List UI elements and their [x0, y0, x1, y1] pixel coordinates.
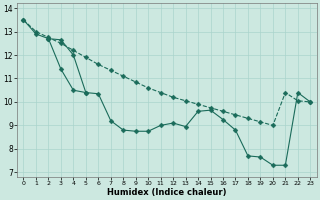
X-axis label: Humidex (Indice chaleur): Humidex (Indice chaleur): [107, 188, 227, 197]
